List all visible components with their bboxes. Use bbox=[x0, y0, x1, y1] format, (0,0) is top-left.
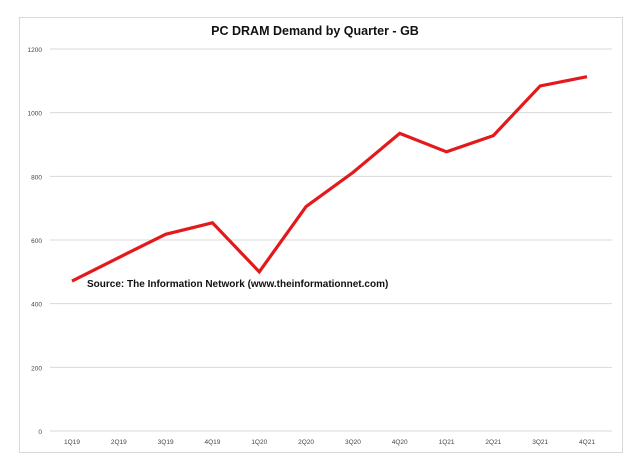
series-line bbox=[71, 75, 588, 283]
x-tick-label: 2Q21 bbox=[485, 439, 501, 446]
x-tick-label: 1Q19 bbox=[64, 439, 80, 446]
chart-title: PC DRAM Demand by Quarter - GB bbox=[211, 24, 419, 38]
x-tick-label: 1Q20 bbox=[251, 439, 267, 446]
y-tick-label: 0 bbox=[38, 429, 42, 436]
y-tick-label: 200 bbox=[31, 365, 42, 372]
y-tick-label: 1200 bbox=[28, 47, 43, 54]
x-tick-label: 4Q19 bbox=[205, 439, 221, 446]
x-tick-label: 4Q21 bbox=[579, 439, 595, 446]
y-tick-label: 1000 bbox=[28, 111, 43, 118]
y-tick-label: 800 bbox=[31, 174, 42, 181]
y-tick-label: 400 bbox=[31, 302, 42, 309]
x-tick-label: 4Q20 bbox=[392, 439, 408, 446]
x-tick-label: 3Q19 bbox=[158, 439, 174, 446]
x-tick-label: 1Q21 bbox=[439, 439, 455, 446]
x-tick-label: 3Q20 bbox=[345, 439, 361, 446]
x-tick-label: 3Q21 bbox=[532, 439, 548, 446]
y-tick-label: 600 bbox=[31, 238, 42, 245]
source-annotation: Source: The Information Network (www.the… bbox=[87, 279, 389, 290]
x-tick-label: 2Q19 bbox=[111, 439, 127, 446]
x-tick-label: 2Q20 bbox=[298, 439, 314, 446]
chart-frame bbox=[19, 17, 623, 453]
